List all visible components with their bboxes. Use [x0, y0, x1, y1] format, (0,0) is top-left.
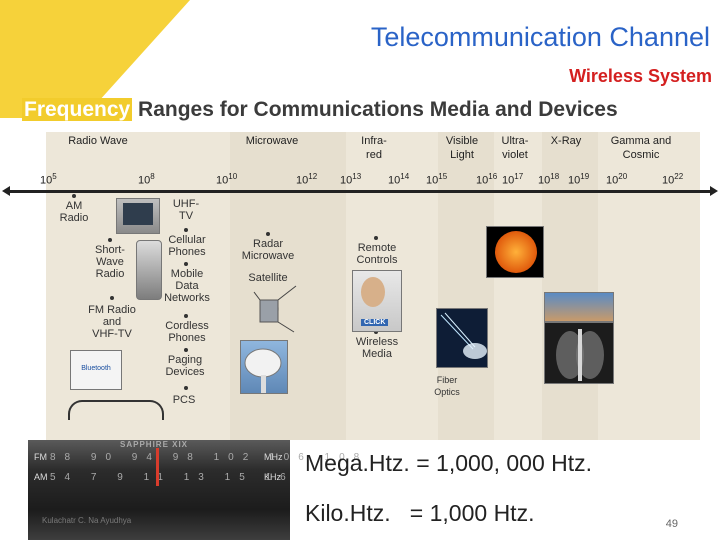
label-pcs: PCS — [172, 394, 196, 406]
label-remote-controls: Remote Controls — [356, 242, 398, 266]
cellphone-image — [136, 240, 162, 300]
label-cellular: Cellular Phones — [168, 234, 206, 258]
label-uhf-tv: UHF- TV — [172, 198, 200, 222]
tick-label: 1016 — [476, 172, 498, 187]
marker-dot — [184, 228, 188, 232]
label-satellite: Satellite — [248, 272, 288, 284]
axis-arrow-left — [2, 186, 10, 196]
tick-label: 1014 — [388, 172, 410, 187]
remote-control-image: CLICK — [352, 270, 402, 332]
tv-screen — [123, 203, 153, 225]
slide-title: Telecommunication Channel — [370, 22, 710, 52]
chest-xray-image — [544, 322, 614, 384]
marker-dot — [266, 232, 270, 236]
radio-dial-image: SAPPHIRE XIX FM AM MHz KHz 88 90 94 98 1… — [28, 440, 359, 540]
tick-label: 105 — [40, 172, 57, 187]
marker-dot — [184, 262, 188, 266]
marker-dot — [108, 238, 112, 242]
xray-patient-image — [544, 292, 614, 322]
label-shortwave-radio: Short- Wave Radio — [95, 244, 125, 280]
am-scale: 54 7 9 11 13 15 16 — [50, 472, 295, 483]
frequency-axis — [6, 190, 714, 193]
category-infrared: Infra- red — [361, 135, 387, 161]
marker-dot — [374, 236, 378, 240]
satellite-dish-icon — [244, 348, 282, 393]
category-visible: Visible Light — [445, 135, 479, 161]
axis-arrow-right — [710, 186, 718, 196]
bluetooth-image: Bluetooth — [70, 350, 122, 390]
tick-label: 1017 — [502, 172, 524, 187]
dish-image — [240, 340, 288, 394]
tick-label: 1018 — [538, 172, 560, 187]
xray-band — [542, 132, 598, 440]
tick-label: 1015 — [426, 172, 448, 187]
label-cordless: Cordless Phones — [165, 320, 209, 344]
ultraviolet-band — [494, 132, 542, 440]
label-fiber-optics: Fiber Optics — [434, 375, 460, 397]
category-ultraviolet: Ultra- violet — [501, 135, 529, 161]
marker-dot — [184, 386, 188, 390]
category-xray: X-Ray — [550, 135, 582, 147]
marker-dot — [110, 296, 114, 300]
khz-label: KHz — [264, 472, 282, 482]
kilo-hertz-note: Kilo.Htz. = 1,000 Htz. — [305, 500, 535, 526]
fm-label: FM — [34, 452, 47, 462]
label-paging: Paging Devices — [165, 354, 205, 378]
marker-dot — [184, 314, 188, 318]
radio-brace — [68, 400, 164, 420]
tv-image — [116, 198, 160, 234]
heading-highlight: Frequency — [22, 98, 133, 121]
gamma-band — [598, 132, 700, 440]
category-radio-wave: Radio Wave — [68, 135, 128, 147]
label-fm-radio: FM Radio and VHF-TV — [88, 304, 136, 340]
sun-disk — [495, 231, 537, 273]
marker-dot — [374, 330, 378, 334]
click-label: CLICK — [361, 319, 389, 326]
tick-label: 1019 — [568, 172, 590, 187]
radio-brand: SAPPHIRE XIX — [120, 440, 189, 449]
label-mobile-data: Mobile Data Networks — [164, 268, 210, 304]
label-am-radio: AM Radio — [59, 200, 89, 224]
fiber-glow-icon — [440, 312, 487, 359]
visible-band — [438, 132, 494, 440]
marker-dot — [72, 194, 76, 198]
tick-label: 1020 — [606, 172, 628, 187]
slide-heading: Frequency Ranges for Communications Medi… — [22, 98, 618, 122]
marker-dot — [184, 348, 188, 352]
tick-label: 1022 — [662, 172, 684, 187]
mega-hertz-note: Mega.Htz. = 1,000, 000 Htz. — [305, 450, 593, 476]
tick-label: 1012 — [296, 172, 318, 187]
author-credit: Kulachatr C. Na Ayudhya — [42, 516, 132, 525]
tick-label: 108 — [138, 172, 155, 187]
mhz-label: MHz — [264, 452, 283, 462]
person-face — [361, 277, 385, 307]
heading-rest: Ranges for Communications Media and Devi… — [132, 98, 618, 121]
ribcage-icon — [556, 329, 604, 381]
fiber-optics-image — [436, 308, 488, 368]
am-label: AM — [34, 472, 48, 482]
bluetooth-logo-text: Bluetooth — [81, 365, 111, 372]
label-radar: Radar Microwave — [241, 238, 295, 262]
slide-subtitle: Wireless System — [569, 66, 712, 86]
satellite-image — [250, 282, 300, 336]
tick-label: 1010 — [216, 172, 238, 187]
tick-label: 1013 — [340, 172, 362, 187]
tuning-needle — [156, 448, 159, 486]
label-wireless-media: Wireless Media — [355, 336, 399, 360]
sun-image — [486, 226, 544, 278]
fm-scale: 88 90 94 98 102 106 108 — [50, 452, 369, 463]
page-number: 49 — [665, 518, 678, 530]
category-gamma: Gamma and Cosmic — [610, 135, 672, 161]
satellite-icon — [253, 285, 297, 333]
category-microwave: Microwave — [245, 135, 299, 147]
